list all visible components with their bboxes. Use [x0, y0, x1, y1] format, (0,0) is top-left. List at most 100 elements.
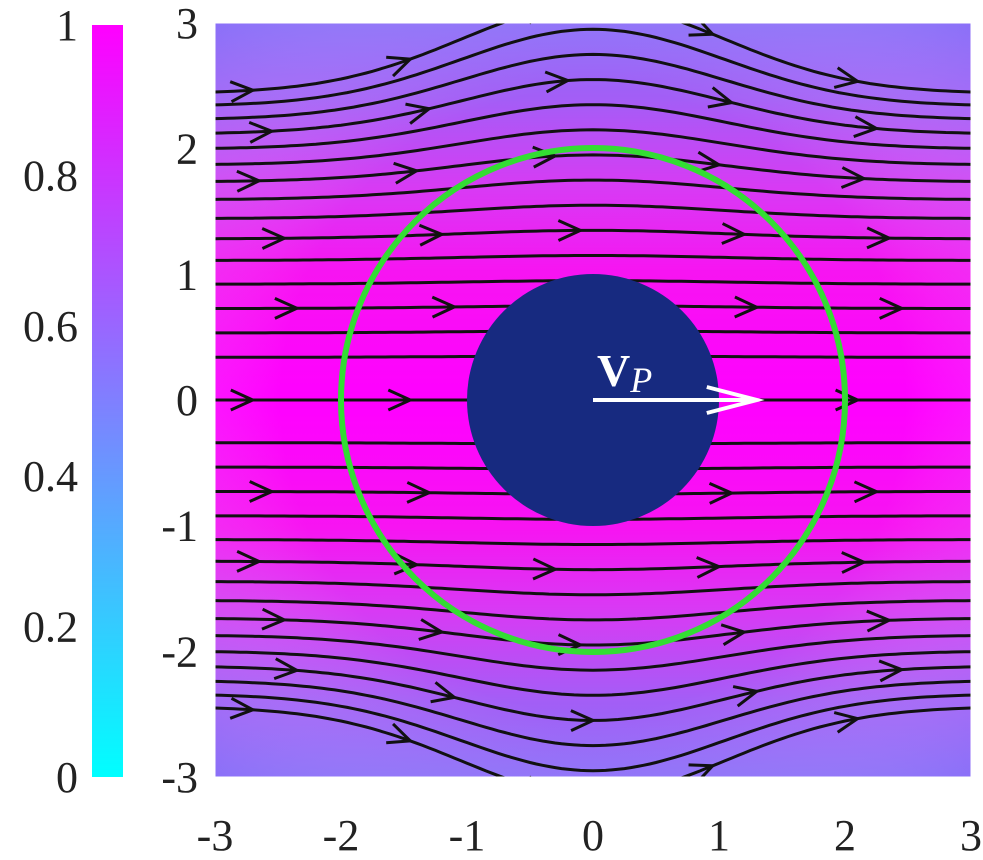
streamline-arrow	[732, 685, 761, 708]
streamline	[215, 559, 971, 572]
y-tick-label: -2	[161, 627, 198, 676]
streamline-arrow	[866, 226, 893, 250]
colorbar: 0 0.2 0.4 0.6 0.8 1	[23, 1, 123, 802]
streamline-arrow	[879, 296, 906, 320]
y-tick-label: -3	[161, 753, 198, 802]
streamline	[215, 679, 971, 748]
streamline-arrow	[878, 659, 906, 683]
streamline	[215, 153, 971, 183]
colorbar-tick-label: 0.4	[23, 452, 78, 501]
streamline-arrow	[236, 549, 263, 573]
streamline-arrow	[688, 763, 717, 777]
streamline	[215, 103, 971, 150]
colorbar-gradient	[92, 25, 123, 777]
streamline-arrow	[841, 551, 868, 574]
plot-area: VP	[214, 22, 972, 778]
streamline-arrow	[430, 681, 458, 704]
streamline	[215, 634, 971, 672]
streamline-arrow	[261, 227, 288, 250]
streamline-arrow	[532, 145, 559, 169]
colorbar-tick-label: 0	[56, 753, 78, 802]
streamline-arrow	[274, 297, 301, 320]
streamline-arrow	[734, 295, 761, 319]
streamline-arrow	[230, 388, 257, 412]
y-tick-label: 1	[176, 250, 198, 299]
streamline-arrow	[273, 657, 301, 681]
x-tick-label: -1	[449, 811, 486, 860]
boundary-circle	[338, 145, 848, 655]
colorbar-tick-label: 0.6	[23, 302, 78, 351]
streamline-arrow	[229, 80, 257, 103]
streamline	[215, 650, 971, 697]
streamline	[215, 23, 971, 94]
streamline-arrow	[720, 623, 748, 646]
streamline-arrow	[833, 711, 862, 734]
streamline-arrow	[557, 219, 585, 242]
streamline-arrow	[249, 480, 276, 503]
streamline-arrow	[418, 223, 446, 247]
streamline	[215, 78, 971, 135]
streamline-arrow	[840, 166, 868, 189]
y-tick-label: 2	[176, 125, 198, 174]
x-axis-ticks: -3 -2 -1 0 1 2 3	[197, 811, 982, 860]
plot-frame	[214, 22, 972, 778]
streamline	[215, 538, 971, 546]
colorbar-tick-label: 0.2	[23, 603, 78, 652]
streamline-arrow	[695, 150, 723, 174]
streamline-arrow	[387, 388, 414, 412]
streamline-arrow	[405, 102, 433, 125]
streamline-arrow	[696, 556, 723, 579]
streamline	[215, 178, 971, 201]
streamline-arrow	[431, 295, 459, 319]
streamline-arrow	[688, 23, 717, 37]
colorbar-tick-label: 0.8	[23, 151, 78, 200]
streamline-arrow	[261, 607, 288, 631]
streamline-arrow	[406, 481, 433, 504]
x-tick-label: 0	[582, 811, 604, 860]
velocity-label-main: V	[597, 345, 630, 396]
streamline-arrow	[393, 161, 421, 185]
streamline	[215, 203, 971, 220]
streamline-arrow	[853, 480, 881, 504]
velocity-arrow	[593, 385, 765, 415]
x-tick-label: 1	[708, 811, 730, 860]
streamline-arrow	[248, 121, 276, 144]
y-tick-label: 0	[176, 376, 198, 425]
streamline-arrow	[236, 169, 263, 193]
streamline-arrow	[721, 222, 748, 245]
streamline-arrow	[229, 697, 257, 720]
streamline	[215, 617, 971, 647]
streamline-arrow	[833, 66, 862, 89]
x-tick-label: 2	[834, 811, 856, 860]
streamline	[215, 580, 971, 597]
y-tick-label: 3	[176, 0, 198, 48]
y-tick-label: -1	[161, 502, 198, 551]
x-tick-label: -3	[197, 811, 234, 860]
streamline	[215, 254, 971, 262]
streamline-arrow	[853, 115, 881, 138]
velocity-label-subscript: P	[629, 360, 652, 400]
streamline	[215, 52, 971, 121]
streamline	[215, 599, 971, 622]
streamline-arrow	[418, 618, 446, 641]
velocity-arrow-head	[706, 385, 765, 415]
streamline	[215, 693, 971, 773]
x-tick-label: -2	[323, 811, 360, 860]
streamline-arrow	[544, 70, 572, 94]
streamline-arrow	[707, 86, 736, 109]
streamline	[215, 128, 971, 166]
streamline	[215, 27, 971, 107]
streamline-arrow	[708, 481, 736, 505]
velocity-label: VP	[597, 345, 652, 400]
streamline-arrow	[570, 709, 597, 732]
streamline-arrow	[866, 609, 893, 633]
streamline-arrow	[386, 722, 414, 745]
streamline-arrow	[525, 775, 553, 777]
streamline-arrow	[532, 557, 559, 581]
streamline	[215, 706, 971, 777]
colorbar-ticks: 0 0.2 0.4 0.6 0.8 1	[23, 1, 78, 802]
y-axis-ticks: -3 -2 -1 0 1 2 3	[161, 0, 198, 802]
x-tick-label: 3	[960, 811, 982, 860]
streamline-arrow	[525, 23, 553, 25]
